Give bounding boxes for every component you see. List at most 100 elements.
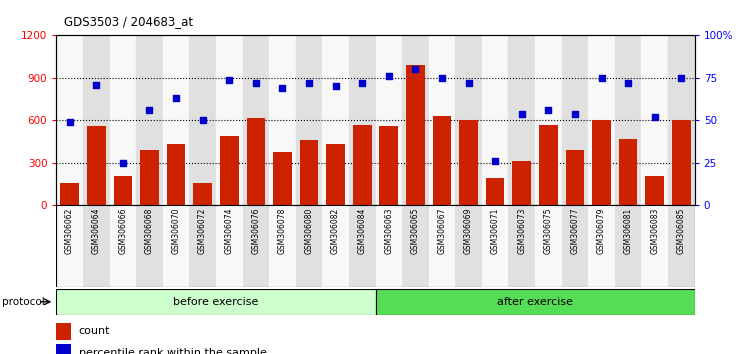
Bar [535,205,562,287]
Point [356,80,368,86]
Point [463,80,475,86]
Point [383,73,395,79]
Text: percentile rank within the sample: percentile rank within the sample [79,348,267,354]
Bar [189,205,216,287]
Bar [110,205,136,287]
Bar [668,205,695,287]
Bar [429,35,455,205]
Text: GSM306078: GSM306078 [278,208,287,254]
Point [569,111,581,116]
Point [489,158,501,164]
Point [223,77,235,82]
Point [64,119,76,125]
Point [649,114,661,120]
Bar [300,140,318,205]
Bar [376,205,402,287]
Bar [641,35,668,205]
Bar [322,205,349,287]
Bar [243,205,269,287]
Point [516,111,528,116]
Bar [216,205,243,287]
Bar [562,205,588,287]
Bar [619,139,638,205]
Text: GSM306083: GSM306083 [650,208,659,254]
Bar [220,136,239,205]
Text: GSM306074: GSM306074 [225,208,234,254]
Bar [349,35,376,205]
Bar [379,126,398,205]
Point [170,96,182,101]
Bar [167,144,185,205]
Text: GSM306070: GSM306070 [171,208,180,254]
Bar [486,178,505,205]
Bar [588,205,615,287]
Point [117,160,129,166]
Text: GSM306069: GSM306069 [464,208,473,254]
Bar [402,205,429,287]
Bar [163,205,189,287]
Bar [246,118,265,205]
Bar [672,120,691,205]
Bar [163,35,189,205]
Text: GSM306066: GSM306066 [119,208,128,254]
Bar [83,35,110,205]
Text: GSM306076: GSM306076 [252,208,261,254]
Text: protocol: protocol [2,297,44,307]
Text: GSM306077: GSM306077 [571,208,580,254]
Bar [512,161,531,205]
Text: GDS3503 / 204683_at: GDS3503 / 204683_at [64,15,193,28]
Text: GSM306063: GSM306063 [385,208,394,254]
Text: GSM306072: GSM306072 [198,208,207,254]
Point [197,118,209,123]
Bar [296,205,322,287]
Bar [508,35,535,205]
Point [596,75,608,81]
Bar [189,35,216,205]
Bar [349,205,376,287]
Bar [641,205,668,287]
Bar [535,35,562,205]
Point [330,84,342,89]
Point [409,67,421,72]
Bar [376,35,402,205]
Text: GSM306067: GSM306067 [438,208,447,254]
Text: GSM306065: GSM306065 [411,208,420,254]
Text: GSM306085: GSM306085 [677,208,686,254]
Bar [353,125,372,205]
Bar [56,289,376,315]
Bar [216,35,243,205]
Point [90,82,102,87]
Bar [376,289,695,315]
Bar [56,205,83,287]
Point [675,75,687,81]
Bar [508,205,535,287]
Bar [566,150,584,205]
Bar [433,116,451,205]
Bar [296,35,322,205]
Bar [588,35,615,205]
Point [303,80,315,86]
Bar [56,344,71,354]
Bar [593,120,611,205]
Bar [326,144,345,205]
Bar [83,205,110,287]
Bar [562,35,588,205]
Point [250,80,262,86]
Bar [402,35,429,205]
Bar [60,183,79,205]
Text: before exercise: before exercise [173,297,258,307]
Point [143,107,155,113]
Bar [269,35,296,205]
Bar [87,126,106,205]
Text: GSM306082: GSM306082 [331,208,340,254]
Bar [113,176,132,205]
Text: GSM306079: GSM306079 [597,208,606,254]
Text: GSM306075: GSM306075 [544,208,553,254]
Bar [668,35,695,205]
Text: after exercise: after exercise [497,297,573,307]
Text: GSM306062: GSM306062 [65,208,74,254]
Bar [429,205,455,287]
Bar [243,35,269,205]
Point [276,85,288,91]
Bar [136,205,163,287]
